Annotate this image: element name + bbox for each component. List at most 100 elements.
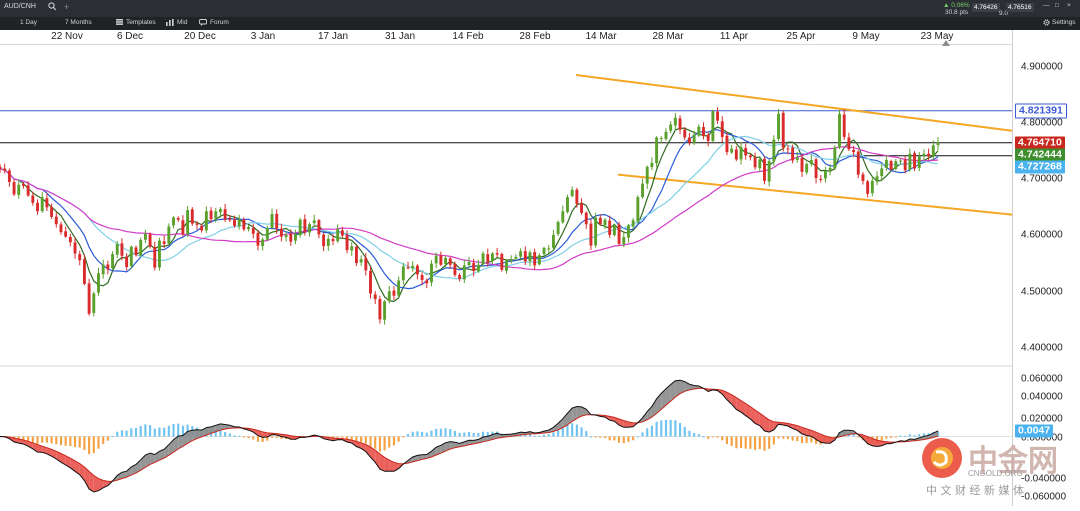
candle-up (665, 128, 668, 141)
candle-up (388, 286, 391, 304)
candle-down (177, 216, 180, 222)
candle-up (397, 276, 400, 297)
candle-up (543, 247, 546, 256)
macd-histogram-bar (684, 427, 686, 437)
macd-tick-label: 0.060000 (1021, 374, 1063, 385)
candle-down (317, 219, 320, 238)
candle-down (55, 212, 58, 228)
candle-up (529, 250, 532, 266)
candle-down (322, 233, 325, 251)
macd-histogram-bar (913, 435, 915, 436)
macd-histogram-bar (763, 437, 765, 451)
maximize-icon[interactable]: □ (1055, 2, 1059, 9)
candle-up (604, 218, 607, 229)
macd-histogram-bar (402, 437, 404, 438)
candle-up (313, 215, 316, 225)
settings-button[interactable]: Settings (1052, 19, 1076, 26)
candle-up (294, 230, 297, 244)
candle-down (913, 151, 916, 171)
macd-histogram-bar (787, 437, 789, 440)
candle-down (721, 116, 724, 142)
macd-histogram-bar (665, 420, 667, 437)
macd-histogram-bar (140, 426, 142, 436)
macd-histogram-bar (168, 426, 170, 437)
macd-histogram-bar (435, 429, 437, 437)
candle-up (918, 152, 921, 171)
macd-histogram-bar (116, 432, 118, 437)
candle-down (416, 264, 419, 280)
candle-down (439, 251, 442, 266)
close-icon[interactable]: × (1067, 2, 1071, 9)
macd-tick-label: 0.040000 (1021, 392, 1063, 403)
candle-down (819, 175, 822, 182)
candle-down (374, 291, 377, 304)
candle-down (599, 215, 602, 226)
candle-down (589, 220, 592, 250)
macd-histogram-bar (341, 437, 343, 438)
candle-up (336, 224, 339, 243)
candle-up (186, 206, 189, 237)
price-tick-label: 4.400000 (1021, 343, 1063, 354)
candle-down (74, 237, 77, 259)
macd-histogram-bar (595, 437, 597, 438)
macd-histogram-bar (581, 427, 583, 436)
candle-up (557, 220, 560, 236)
macd-histogram-bar (430, 431, 432, 437)
candle-down (580, 198, 583, 214)
macd-histogram-bar (79, 437, 81, 448)
candle-down (702, 122, 705, 139)
macd-histogram-bar (707, 437, 709, 439)
candle-down (500, 253, 503, 272)
macd-histogram-bar (444, 428, 446, 436)
macd-histogram-bar (890, 437, 892, 439)
candle-up (824, 167, 827, 183)
macd-histogram-bar (459, 433, 461, 437)
candle-up (97, 268, 100, 296)
macd-histogram-bar (224, 432, 226, 437)
macd-histogram-bar (773, 437, 775, 445)
minimize-icon[interactable]: — (1043, 2, 1050, 9)
candle-up (167, 223, 170, 244)
macd-histogram-bar (219, 430, 221, 436)
candle-up (768, 159, 771, 186)
macd-histogram-bar (449, 429, 451, 437)
candle-up (102, 260, 105, 279)
macd-histogram-bar (745, 437, 747, 449)
candle-down (585, 211, 588, 228)
candle-up (41, 192, 44, 213)
macd-histogram-bar (641, 432, 643, 436)
candle-down (533, 249, 536, 270)
candle-up (674, 113, 677, 130)
macd-histogram-bar (576, 425, 578, 437)
price-chart[interactable] (0, 0, 1012, 506)
candle-up (205, 207, 208, 233)
macd-histogram-bar (163, 428, 165, 437)
candle-up (261, 237, 264, 250)
candle-up (871, 176, 874, 196)
candle-up (17, 179, 20, 198)
macd-histogram-bar (135, 428, 137, 437)
macd-histogram-bar (613, 437, 615, 441)
candle-up (937, 137, 940, 150)
price-tag: 4.764710 (1015, 136, 1065, 149)
macd-histogram-bar (693, 433, 695, 436)
macd-histogram-bar (721, 437, 723, 441)
candle-down (191, 207, 194, 226)
candle-down (8, 169, 11, 187)
candle-down (78, 251, 81, 265)
settings-icon[interactable] (1043, 19, 1050, 28)
candle-down (862, 172, 865, 184)
macd-histogram-bar (154, 429, 156, 437)
macd-histogram-bar (618, 437, 620, 443)
macd-histogram-bar (416, 431, 418, 436)
candle-down (88, 279, 91, 316)
macd-histogram-bar (351, 437, 353, 440)
macd-histogram-bar (369, 437, 371, 447)
macd-histogram-bar (97, 437, 99, 449)
channel-lower-line (618, 175, 1012, 215)
macd-histogram-bar (796, 437, 798, 442)
candle-down (135, 246, 138, 257)
candle-up (299, 218, 302, 238)
macd-histogram-bar (88, 437, 90, 455)
candle-up (519, 248, 522, 258)
